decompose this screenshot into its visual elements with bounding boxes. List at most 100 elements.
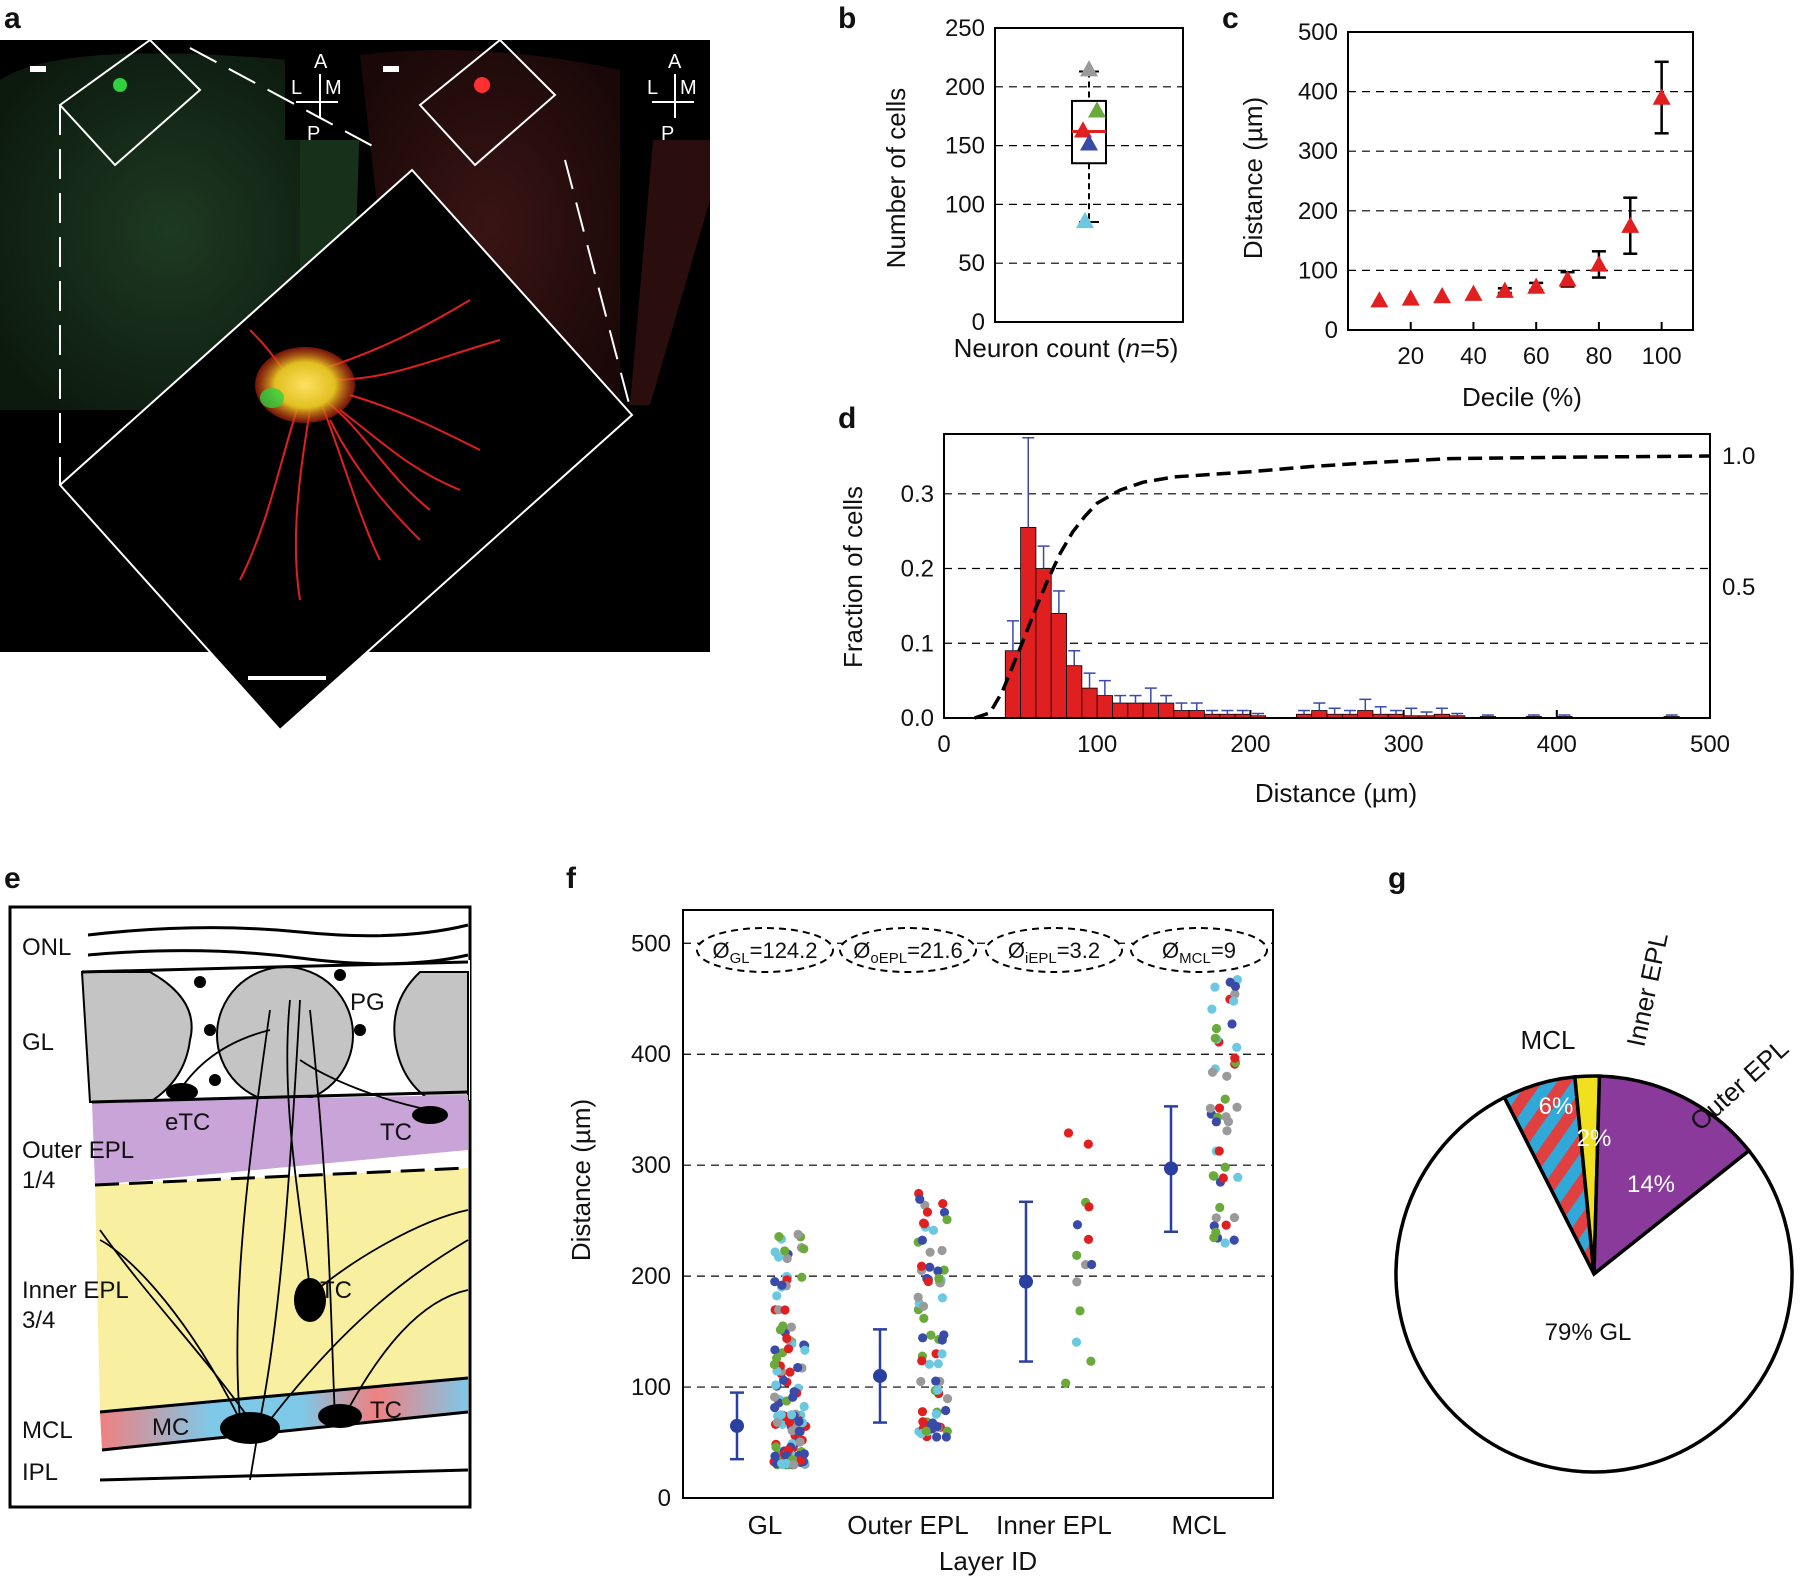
svg-text:M: M	[680, 77, 697, 99]
f-x-tick-label: GL	[748, 1510, 783, 1540]
d-histogram-bar	[1020, 527, 1037, 719]
f-cell-point	[1218, 1173, 1228, 1183]
b-data-point	[1076, 211, 1094, 229]
d-x-tick-label: 500	[1690, 731, 1730, 758]
f-cell-point	[794, 1416, 804, 1427]
svg-text:A: A	[668, 51, 682, 73]
f-cell-point	[772, 1417, 783, 1428]
b-y-tick-label: 0	[972, 309, 985, 336]
d-histogram-bar	[1112, 702, 1129, 719]
c-y-tick-label: 500	[1298, 19, 1338, 46]
f-cell-point	[782, 1253, 792, 1264]
c-y-tick-label: 300	[1298, 138, 1338, 165]
b-y-tick-label: 50	[958, 250, 985, 277]
f-cell-point	[1072, 1220, 1083, 1230]
d-plot-frame	[943, 433, 1711, 719]
f-cell-point	[799, 1449, 809, 1459]
f-cell-point	[786, 1322, 797, 1332]
f-cell-point	[1229, 1212, 1240, 1223]
d-y-axis-label: Fraction of cells	[838, 486, 868, 668]
d-histogram-bar	[1357, 710, 1374, 719]
scale-bar-small-1	[30, 66, 46, 72]
panel-label-c: c	[1222, 2, 1239, 35]
f-cell-point	[799, 1401, 809, 1412]
d-y2-tick-label: 1.0	[1722, 443, 1755, 470]
f-cell-point	[793, 1362, 803, 1373]
f-cell-point	[1214, 1146, 1224, 1156]
f-annotation-ellipse	[696, 927, 834, 973]
f-cell-point	[789, 1460, 799, 1470]
f-cell-point	[933, 1359, 943, 1369]
f-cell-point	[1222, 1126, 1232, 1136]
f-annotation-ellipse	[1130, 927, 1268, 973]
f-cell-point	[786, 1410, 797, 1420]
f-mean-point	[873, 1368, 887, 1383]
f-cell-point	[924, 1359, 934, 1369]
f-mean-point	[1019, 1274, 1033, 1289]
d-x-axis-label: Distance (µm)	[1255, 778, 1417, 808]
f-cell-point	[1075, 1306, 1085, 1316]
mcl-band	[100, 1378, 468, 1450]
f-cell-point	[770, 1345, 780, 1355]
g-label-outer-epl: Outer EPL	[1684, 1033, 1794, 1137]
outer-epl-band	[92, 1095, 468, 1185]
f-cell-point	[1220, 1094, 1230, 1104]
f-cell-point	[937, 1293, 948, 1303]
f-cell-point	[1230, 1053, 1240, 1063]
c-y-tick-label: 100	[1298, 257, 1338, 284]
f-cell-point	[780, 1246, 790, 1256]
panel-f: f Distance (µm) Layer ID 0 100 200 300 400 50…	[566, 862, 1274, 1576]
f-annotation-text: ØiEPL=3.2	[1008, 938, 1100, 967]
d-histogram-bar	[1066, 665, 1083, 719]
label-tc-3: TC	[370, 1397, 402, 1424]
g-slice-value-label: 79% GL	[1545, 1319, 1632, 1346]
f-cell-point	[1233, 1172, 1243, 1182]
c-x-tick-label: 100	[1642, 343, 1682, 370]
f-cell-point	[772, 1291, 782, 1301]
label-inner-epl: Inner EPL	[22, 1277, 129, 1304]
roi-box-red	[418, 38, 557, 167]
f-cell-point	[1214, 1103, 1225, 1113]
panel-label-g: g	[1388, 862, 1406, 895]
f-cell-point	[939, 1330, 949, 1340]
f-y-axis-label: Distance (µm)	[566, 1099, 596, 1261]
f-cell-point	[773, 1252, 784, 1262]
c-y-tick-label: 200	[1298, 198, 1338, 225]
f-annotation-text: ØoEPL=21.6	[853, 938, 963, 967]
f-cell-point	[783, 1344, 794, 1354]
d-histogram-bar	[1004, 650, 1022, 719]
label-onl: ONL	[22, 934, 71, 961]
f-cell-point	[1205, 1103, 1216, 1113]
d-x-tick-label: 0	[937, 731, 950, 758]
c-data-point	[1401, 289, 1420, 306]
f-cell-point	[934, 1273, 944, 1284]
svg-text:L: L	[291, 77, 302, 99]
f-cell-point	[1232, 1042, 1242, 1052]
f-y-tick-label: 200	[631, 1263, 671, 1290]
d-histogram-bar	[1158, 702, 1175, 719]
f-cell-point	[1220, 1238, 1230, 1248]
scale-bar-large	[248, 676, 326, 680]
f-cell-point	[926, 1330, 936, 1340]
f-cell-point	[925, 1262, 935, 1272]
b-y-axis-label: Number of cells	[881, 88, 911, 269]
f-cell-point	[920, 1200, 930, 1210]
b-y-tick-label: 200	[945, 74, 985, 101]
f-cell-point	[1061, 1378, 1071, 1388]
f-cell-point	[1230, 989, 1240, 999]
label-mcl: MCL	[22, 1417, 73, 1444]
f-cell-point	[775, 1325, 786, 1335]
f-cell-point	[793, 1229, 803, 1239]
f-cell-point	[800, 1345, 810, 1355]
cell-somata	[166, 969, 448, 1444]
b-data-point	[1080, 134, 1098, 151]
panel-label-d: d	[838, 402, 856, 435]
f-annotation-text: ØMCL=9	[1162, 938, 1236, 967]
d-y-tick-label: 0.3	[901, 481, 934, 508]
f-cell-point	[916, 1376, 926, 1387]
f-cell-point	[937, 1349, 947, 1359]
compass-2: A L M P	[643, 40, 710, 145]
f-annotation-ellipse	[985, 927, 1123, 973]
